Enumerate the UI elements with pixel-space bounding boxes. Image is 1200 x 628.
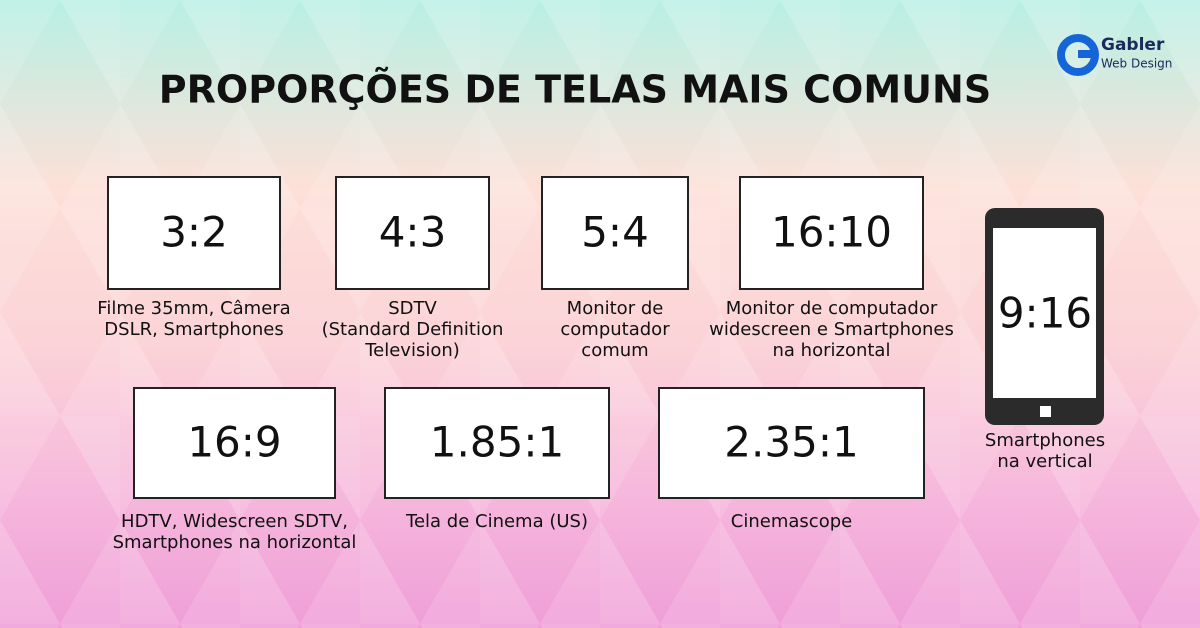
logo-mark: [1078, 50, 1094, 58]
screen-frame: [541, 176, 689, 290]
description: Television): [364, 340, 460, 361]
ratio-label: 3:2: [160, 208, 228, 257]
logo-mark: [1057, 34, 1099, 76]
description: SDTV: [388, 298, 437, 319]
ratio-label: 1.85:1: [430, 418, 564, 467]
description: HDTV, Widescreen SDTV,: [121, 511, 348, 532]
description: Cinemascope: [731, 511, 852, 532]
description: comum: [581, 340, 648, 361]
logo-tagline: Web Design: [1101, 57, 1172, 71]
screen-frame: [384, 387, 610, 499]
description: Tela de Cinema (US): [405, 511, 588, 532]
ratio-label: 5:4: [581, 208, 649, 257]
description: DSLR, Smartphones: [104, 319, 283, 340]
description: Filme 35mm, Câmera: [97, 298, 290, 319]
description: Smartphones na horizontal: [113, 532, 357, 553]
screen-frame: [658, 387, 925, 499]
logo-name: Gabler: [1101, 35, 1165, 55]
description: Smartphones: [985, 430, 1105, 451]
phone-button: [1040, 406, 1051, 417]
description: widescreen e Smartphones: [709, 319, 954, 340]
description: (Standard Definition: [322, 319, 504, 340]
ratio-label: 2.35:1: [724, 418, 858, 467]
logo: Gabler Web Design: [1057, 34, 1172, 76]
description: na vertical: [997, 451, 1092, 472]
description: Monitor de computador: [726, 298, 938, 319]
screen-frame: [107, 176, 281, 290]
screen-frame: [133, 387, 336, 499]
description: computador: [560, 319, 670, 340]
phone-screen: [993, 228, 1096, 398]
ratio-label: 4:3: [379, 208, 447, 257]
ratio-label: 16:10: [771, 208, 892, 257]
ratio-label: 16:9: [187, 418, 281, 467]
screen-frame: [739, 176, 924, 290]
description: Monitor de: [567, 298, 664, 319]
phone: 9:16: [985, 208, 1104, 425]
title: PROPORÇÕES DE TELAS MAIS COMUNS: [159, 68, 991, 112]
ratio-label: 9:16: [998, 289, 1092, 338]
description: na horizontal: [773, 340, 891, 361]
screen-frame: [335, 176, 490, 290]
